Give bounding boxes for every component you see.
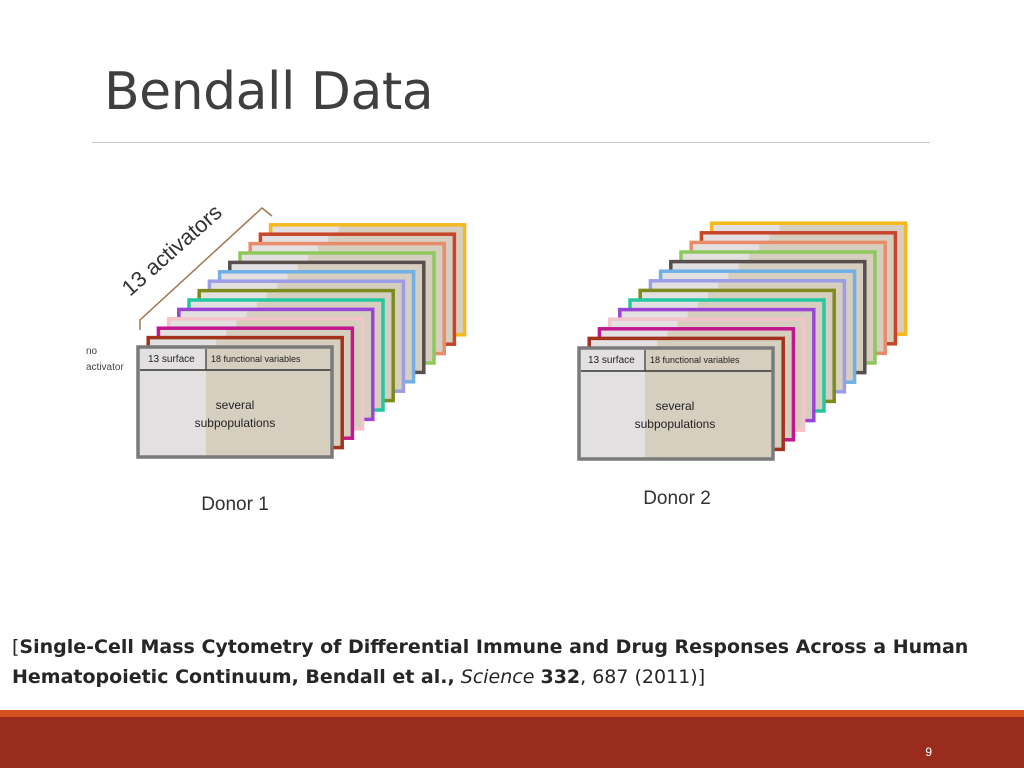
donor2-caption: Donor 2 bbox=[643, 488, 711, 509]
footer-main: 9 bbox=[0, 717, 1024, 768]
no-activator-label-line1: no bbox=[86, 346, 98, 357]
donor1-caption: Donor 1 bbox=[201, 494, 269, 515]
donor1-subpop-line1: several bbox=[216, 398, 255, 412]
page-number: 9 bbox=[925, 745, 932, 759]
footer-stripe bbox=[0, 710, 1024, 717]
citation-open-bracket: [ bbox=[12, 636, 20, 658]
donor1-front-panel: 13 surface 18 functional variables sever… bbox=[136, 345, 334, 459]
donor2-surface-label: 13 surface bbox=[588, 355, 635, 366]
donor2-front-panel: 13 surface 18 functional variables sever… bbox=[577, 346, 775, 461]
citation-journal: Science bbox=[460, 666, 535, 688]
citation-volume: 332 bbox=[540, 666, 581, 688]
citation: [Single-Cell Mass Cytometry of Different… bbox=[12, 632, 1012, 692]
donor1-surface-region bbox=[138, 347, 206, 457]
footer-band: 9 bbox=[0, 710, 1024, 768]
donor1-surface-label: 13 surface bbox=[148, 354, 195, 365]
slide-title: Bendall Data bbox=[104, 62, 434, 122]
donor1-subpop-line2: subpopulations bbox=[195, 416, 276, 430]
citation-rest: , 687 (2011)] bbox=[580, 666, 706, 688]
citation-title: Single-Cell Mass Cytometry of Differenti… bbox=[12, 636, 969, 688]
donor2-functional-label: 18 functional variables bbox=[650, 355, 740, 365]
donor2-subpop-line1: several bbox=[656, 399, 695, 413]
activators-brace bbox=[139, 207, 273, 330]
donor2-surface-region bbox=[579, 348, 645, 459]
donor2-subpop-line2: subpopulations bbox=[635, 417, 716, 431]
donor1-functional-label: 18 functional variables bbox=[211, 354, 301, 364]
title-divider bbox=[92, 142, 930, 143]
donor2-functional-region bbox=[645, 348, 773, 459]
no-activator-label-line2: activator bbox=[86, 362, 124, 373]
cytometry-stack-diagram: 13 activators no activator 13 surface 18… bbox=[86, 199, 908, 515]
donor2-activator-layers bbox=[587, 221, 908, 452]
donor1-functional-region bbox=[206, 347, 332, 457]
